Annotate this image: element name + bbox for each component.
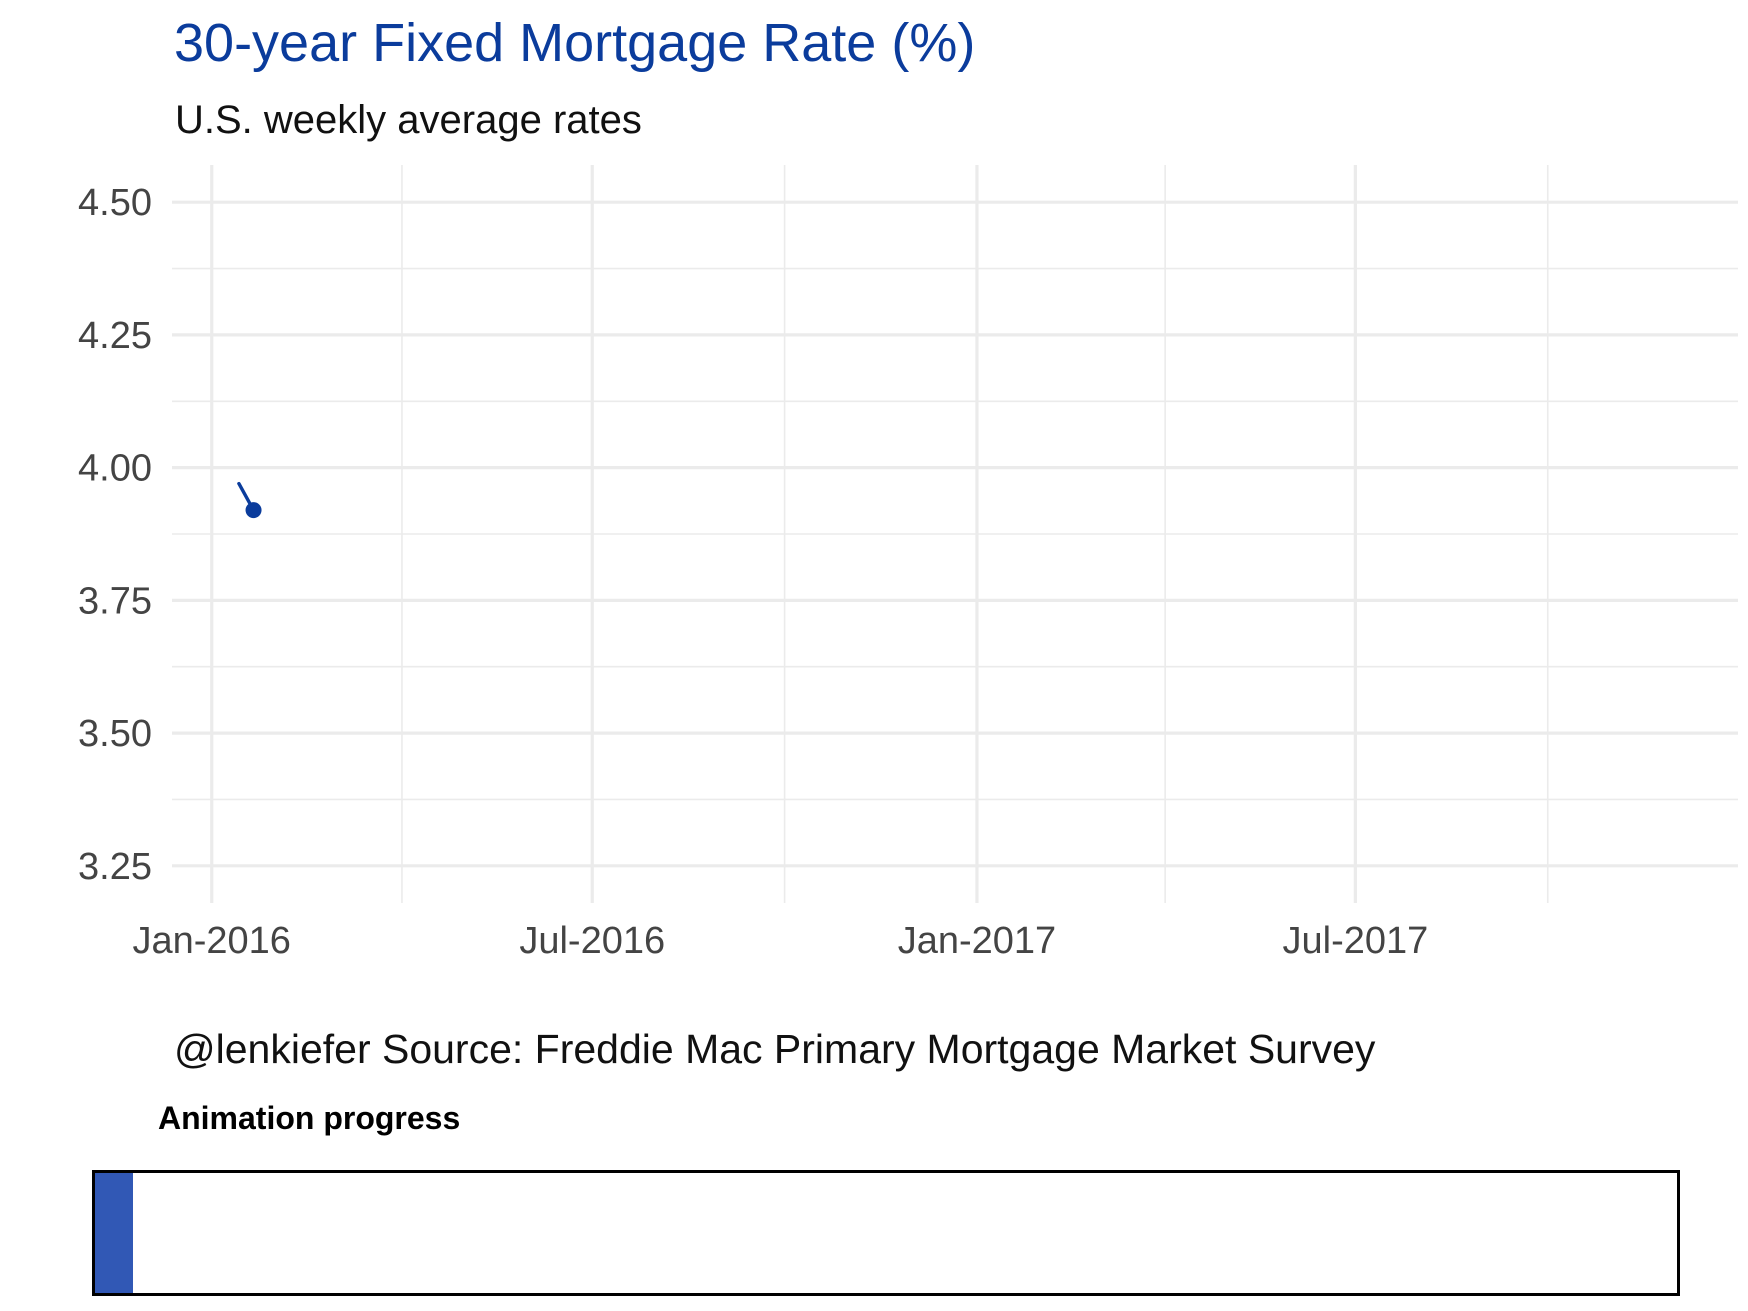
y-tick-label: 3.50 <box>78 713 152 755</box>
y-tick-label: 3.25 <box>78 846 152 888</box>
series-layer <box>237 481 262 519</box>
source-caption: @lenkiefer Source: Freddie Mac Primary M… <box>174 1026 1376 1072</box>
y-tick-label: 4.50 <box>78 182 152 224</box>
current-value-point <box>245 502 262 519</box>
y-tick-label: 4.25 <box>78 315 152 357</box>
chart-title: 30-year Fixed Mortgage Rate (%) <box>174 13 976 73</box>
mortgage-rate-chart: 3.25 3.50 3.75 4.00 4.25 4.50 Jan-2016 Jul-2016… <box>78 165 1738 962</box>
chart-subtitle: U.S. weekly average rates <box>175 98 642 142</box>
y-tick-label: 4.00 <box>78 448 152 490</box>
x-tick-label: Jul-2016 <box>519 920 665 962</box>
x-tick-label: Jan-2016 <box>132 920 290 962</box>
grid-layer <box>172 165 1738 903</box>
x-tick-label: Jan-2017 <box>898 920 1056 962</box>
y-tick-label: 3.75 <box>78 580 152 622</box>
progress-bar <box>92 1170 1680 1296</box>
x-tick-label: Jul-2017 <box>1283 920 1429 962</box>
progress-fill <box>95 1173 133 1293</box>
tick-label-layer: 3.25 3.50 3.75 4.00 4.25 4.50 Jan-2016 Jul-2016… <box>78 182 1428 962</box>
progress-label: Animation progress <box>158 1100 461 1136</box>
